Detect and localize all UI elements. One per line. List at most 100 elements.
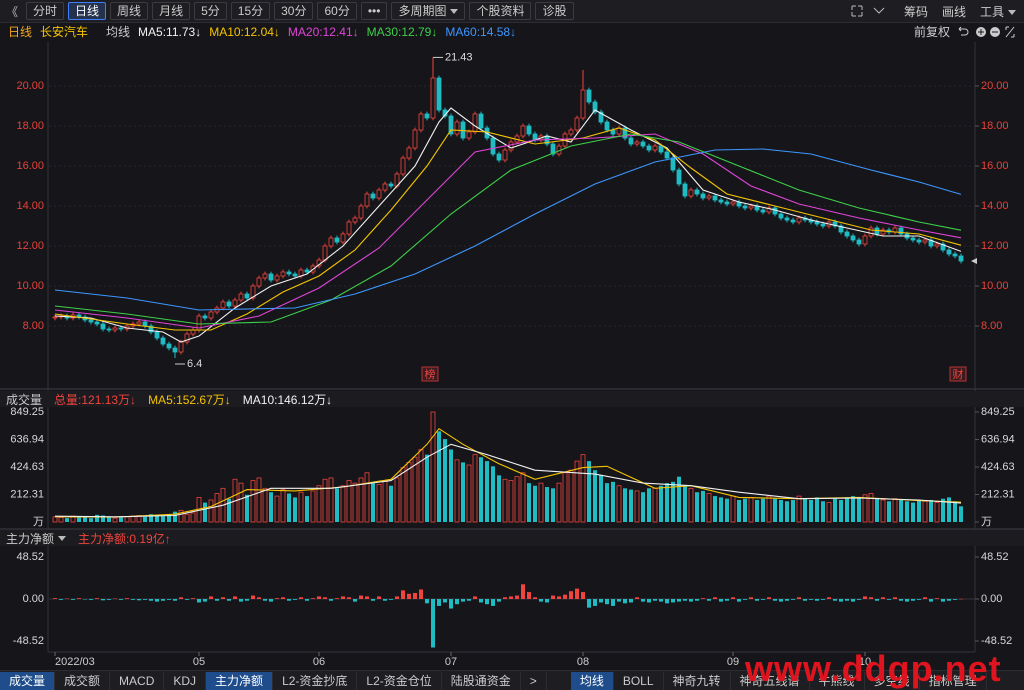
candle-body [202,315,208,319]
candle-body [682,183,688,197]
candle-body [586,89,592,103]
bar [833,498,837,522]
bar [647,488,651,522]
bar [365,596,369,599]
bar [623,599,627,604]
candle-body [778,213,784,219]
period-button[interactable]: 60分 [317,2,357,20]
y-tick-label: 10.00 [16,280,44,292]
indicator-tab[interactable]: L2-资金仓位 [357,671,442,690]
bar [185,599,189,600]
y-tick-label-right: 18.00 [981,120,1009,132]
indicator-tab[interactable]: 主力净额 [206,671,274,690]
indicator-tab[interactable]: 牛熊线 [810,671,865,690]
bar [269,492,273,522]
tool-button[interactable]: 画线 [941,4,966,19]
separator [0,388,1024,390]
event-marker[interactable] [421,366,439,382]
period-button[interactable]: 诊股 [535,2,574,20]
bar [520,472,526,523]
indicator-tab[interactable]: L2-资金抄底 [273,671,358,690]
y-tick-label-right: 8.00 [981,320,1002,332]
indicator-tab[interactable]: 神奇九转 [664,671,731,690]
bar [796,495,802,523]
candle-body [742,205,748,209]
bar [562,472,568,523]
adjust-mode[interactable]: 前复权 [913,25,950,39]
candle-body [346,221,352,235]
period-button[interactable]: 周线 [110,2,149,20]
period-button[interactable]: ••• [360,2,388,20]
bar [394,477,400,523]
bar [382,480,388,523]
ma-legend: MA30:12.79↓ [366,24,438,39]
candle-body [838,225,844,233]
bar [406,462,412,523]
panel-title[interactable]: 主力净额 [6,531,55,546]
bar [743,599,747,600]
bar [407,593,411,599]
panel-title[interactable]: 成交量 [6,392,43,407]
back-button[interactable]: 《 [6,4,19,19]
indicator-tab[interactable]: 陆股通资金 [442,671,521,690]
period-button[interactable]: 个股资料 [469,2,532,20]
indicator-tab[interactable]: > [521,671,547,690]
candle-body [718,199,724,203]
tool-button[interactable]: 筹码 [903,4,928,19]
period-button[interactable]: 分时 [26,2,65,20]
indicator-tab[interactable]: 成交额 [55,671,111,690]
indicator-tab[interactable]: 多空线 [865,671,920,690]
event-marker[interactable] [949,366,967,382]
bar [269,599,273,602]
candle-body [262,273,268,279]
period-button[interactable]: 15分 [230,2,271,20]
bar [245,599,249,601]
bar [611,599,615,606]
indicator-tab[interactable]: MACD [110,671,165,690]
ma-title[interactable]: 均线 [106,25,131,39]
candle-body [508,141,514,151]
bar [112,517,118,523]
candle-body [790,219,796,223]
bar [791,599,795,600]
bar [311,598,315,599]
panel-legend: MA10:146.12万↓ [242,392,333,407]
window-icons [851,5,885,17]
bar [190,512,196,523]
bar [328,477,334,523]
caret [450,9,459,15]
period-button[interactable]: 30分 [274,2,314,20]
period-button[interactable]: 月线 [152,2,191,20]
ma-line [54,127,962,331]
indicator-tab[interactable]: BOLL [614,671,664,690]
bar [605,483,609,522]
bar [695,492,699,522]
indicator-tab[interactable]: 成交量 [0,671,56,690]
bar [371,483,375,522]
candle-body [550,143,556,155]
y-tick-label: -48.52 [13,635,44,647]
indicator-tab[interactable]: 神奇五线谱 [731,671,810,690]
bar [335,488,339,522]
bar [425,599,429,604]
bar [178,509,184,523]
bar [551,595,555,599]
indicator-tab[interactable]: KDJ [164,671,207,690]
candle-body [730,201,736,205]
indicator-tab[interactable]: 指标管理 [920,671,987,690]
caret [58,535,67,541]
bar [539,599,543,602]
period-button[interactable]: 多周期图 [391,2,466,20]
period-button[interactable]: 5分 [194,2,227,20]
candle-body [142,321,148,327]
bar [497,599,501,602]
candle-body [424,113,430,119]
bar [131,599,135,600]
indicator-tab[interactable]: 均线 [570,671,614,690]
tool-button[interactable]: 工具 [980,3,1016,20]
period-button[interactable]: 日线 [68,2,107,20]
candle-body [676,169,682,185]
bar [65,518,69,522]
bar [887,501,891,522]
